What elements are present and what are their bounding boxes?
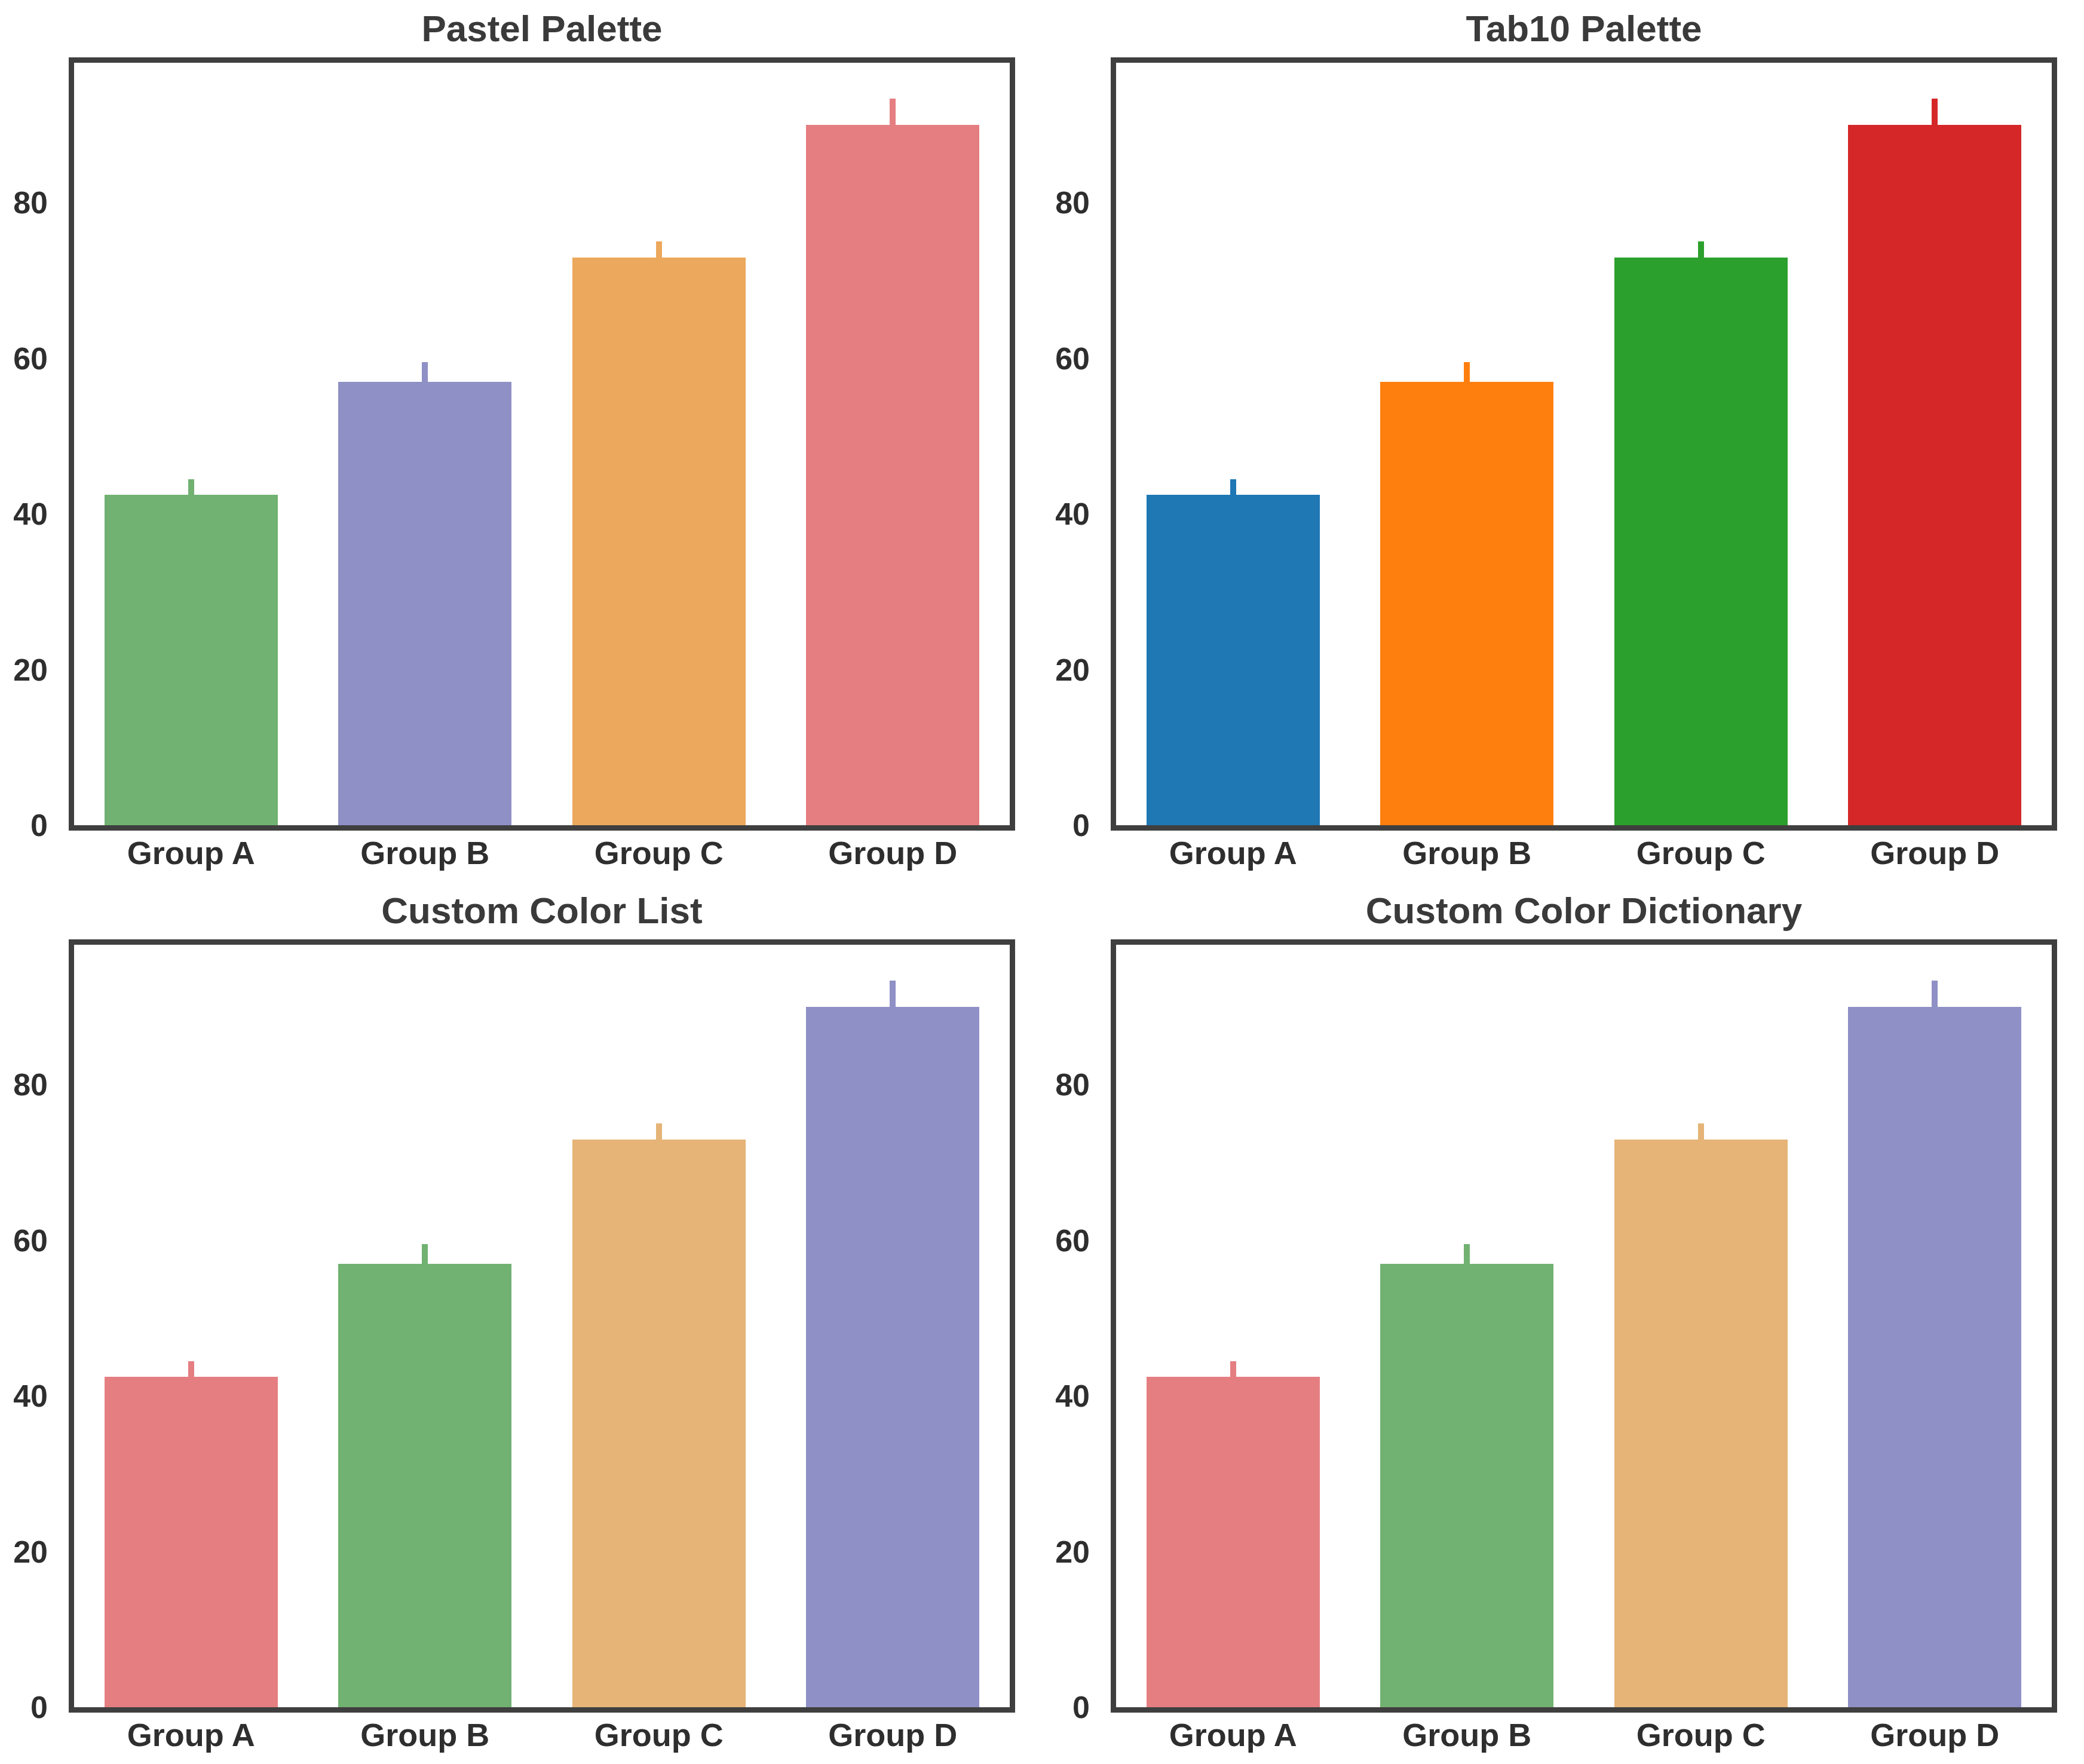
y-tick-label: 20: [0, 1536, 48, 1567]
y-axis-tick-labels: 020406080: [0, 945, 57, 1707]
x-tick-label-group-c: Group C: [1584, 834, 1818, 876]
y-tick-label: 40: [0, 1380, 48, 1411]
y-tick-label: 40: [1042, 498, 1090, 529]
y-tick-label: 0: [0, 810, 48, 841]
x-tick-label-group-c: Group C: [542, 834, 776, 876]
plot-title: Custom Color Dictionary: [1111, 887, 2057, 935]
bar-group-a: [105, 1377, 278, 1707]
y-tick-label: 60: [1042, 1225, 1090, 1256]
x-tick-label-group-c: Group C: [1584, 1716, 1818, 1758]
bar-group-d: [806, 1007, 979, 1707]
y-tick-label: 20: [1042, 654, 1090, 685]
plot-box: [69, 939, 1015, 1713]
bar-group-a: [1147, 495, 1320, 825]
subplot-custom-color-list: Custom Color List 020406080 Group AGroup…: [0, 882, 1042, 1764]
y-tick-label: 40: [1042, 1380, 1090, 1411]
x-tick-label-group-d: Group D: [776, 1716, 1010, 1758]
x-tick-label-group-b: Group B: [1350, 834, 1585, 876]
bar-group-d: [1848, 1007, 2021, 1707]
bar-group-a: [105, 495, 278, 825]
bar-group-d: [1848, 125, 2021, 825]
x-tick-label-group-a: Group A: [74, 834, 308, 876]
y-axis-tick-labels: 020406080: [0, 63, 57, 825]
bar-group-d: [806, 125, 979, 825]
y-tick-label: 80: [1042, 187, 1090, 218]
bar-group-b: [1380, 382, 1553, 825]
plot-title: Pastel Palette: [69, 5, 1015, 53]
x-tick-label-group-d: Group D: [1818, 1716, 2052, 1758]
subplot-tab10-palette: Tab10 Palette 020406080 Group AGroup BGr…: [1042, 0, 2084, 882]
y-tick-label: 0: [1042, 1692, 1090, 1723]
x-tick-label-group-d: Group D: [1818, 834, 2052, 876]
bar-group-c: [1614, 258, 1788, 825]
x-tick-label-group-c: Group C: [542, 1716, 776, 1758]
subplot-custom-color-dictionary: Custom Color Dictionary 0 20 40 60 80 Group …: [1042, 882, 2084, 1764]
x-tick-label-group-a: Group A: [74, 1716, 308, 1758]
plot-box: [69, 57, 1015, 831]
bar-group-c: [1614, 1140, 1788, 1707]
x-axis-tick-labels: Group AGroup BGroup CGroup D: [74, 834, 1010, 876]
plot-title: Custom Color List: [69, 887, 1015, 935]
x-axis-tick-labels: Group AGroup BGroup CGroup D: [1116, 1716, 2052, 1758]
x-axis-tick-labels: Group AGroup BGroup CGroup D: [1116, 834, 2052, 876]
x-tick-label-group-b: Group B: [308, 1716, 543, 1758]
x-tick-label-group-d: Group D: [776, 834, 1010, 876]
y-tick-label: 40: [0, 498, 48, 529]
y-tick-label: 80: [0, 1069, 48, 1100]
y-tick-label: 80: [1042, 1069, 1090, 1100]
bar-group-c: [572, 258, 746, 825]
y-axis-tick-labels: 020406080: [1042, 945, 1099, 1707]
bar-group-a: [1147, 1377, 1320, 1707]
y-axis-tick-labels: 020406080: [1042, 63, 1099, 825]
y-tick-label: 20: [1042, 1536, 1090, 1567]
x-axis-tick-labels: Group AGroup BGroup CGroup D: [74, 1716, 1010, 1758]
plot-title: Tab10 Palette: [1111, 5, 2057, 53]
plot-box: [1111, 57, 2057, 831]
subplot-pastel-palette: Pastel Palette 020406080 Group AGroup BG…: [0, 0, 1042, 882]
y-tick-label: 0: [1042, 810, 1090, 841]
bar-group-c: [572, 1140, 746, 1707]
x-tick-label-group-a: Group A: [1116, 1716, 1350, 1758]
y-tick-label: 0: [0, 1692, 48, 1723]
bar-group-b: [338, 1264, 511, 1707]
x-tick-label-group-b: Group B: [1350, 1716, 1585, 1758]
y-tick-label: 60: [0, 1225, 48, 1256]
x-tick-label-group-b: Group B: [308, 834, 543, 876]
plot-box: [1111, 939, 2057, 1713]
bar-group-b: [1380, 1264, 1553, 1707]
y-tick-label: 60: [0, 343, 48, 374]
figure: Pastel Palette 020406080 Group AGroup BG…: [0, 0, 2084, 1764]
x-tick-label-group-a: Group A: [1116, 834, 1350, 876]
y-tick-label: 20: [0, 654, 48, 685]
y-tick-label: 80: [0, 187, 48, 218]
bar-group-b: [338, 382, 511, 825]
y-tick-label: 60: [1042, 343, 1090, 374]
